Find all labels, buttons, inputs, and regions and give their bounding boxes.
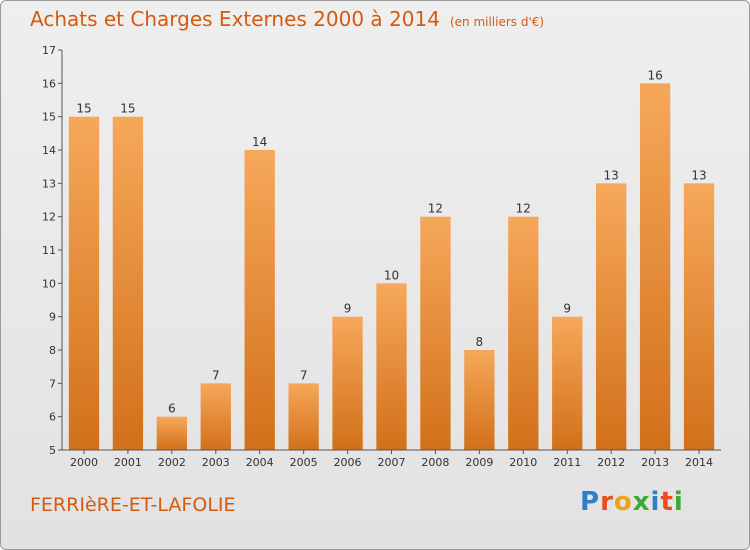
logo-letter: i	[650, 487, 661, 517]
x-tick-label: 2006	[334, 456, 362, 469]
logo-letter: x	[632, 487, 651, 517]
y-tick-label: 14	[42, 144, 56, 157]
y-tick-label: 17	[42, 44, 56, 57]
bar-value-label: 9	[563, 302, 571, 316]
bar-value-label: 9	[344, 302, 352, 316]
x-axis: 2000 2001 2002 2003 2004 2005 2006 2007 2008 2009…	[62, 449, 721, 469]
x-tick-label: 2004	[246, 456, 274, 469]
bar-value-label: 15	[76, 102, 91, 116]
x-tick-label: 2005	[290, 456, 318, 469]
x-tick-label: 2010	[509, 456, 537, 469]
bar-value-label: 14	[252, 135, 267, 149]
bar	[244, 150, 275, 450]
logo-letter: t	[660, 487, 674, 517]
title-unit: (en milliers d'€)	[449, 15, 545, 29]
y-tick-label: 12	[42, 211, 56, 224]
bar	[464, 350, 495, 450]
bar-value-label: 13	[691, 168, 706, 182]
bar	[288, 383, 319, 450]
y-tick-label: 6	[49, 411, 56, 424]
bars: 15 15 6 7 14 7 9 10 12 8 12 9 13 16 13	[68, 68, 715, 451]
bar	[332, 316, 363, 450]
title-text: Achats et Charges Externes 2000 à 2014	[30, 7, 440, 31]
y-tick-label: 10	[42, 277, 56, 290]
y-tick-label: 13	[42, 177, 56, 190]
y-tick-label: 11	[42, 244, 56, 257]
bar	[376, 283, 407, 450]
bar	[596, 183, 627, 451]
bar	[420, 216, 451, 450]
bar	[552, 316, 583, 450]
bar-value-label: 6	[168, 402, 176, 416]
bar-value-label: 12	[428, 202, 443, 216]
y-axis: 5 6 7 8 9 10 11 12 13 14 15 16 17	[42, 44, 63, 457]
bar	[112, 116, 144, 451]
bar	[200, 383, 231, 450]
x-tick-label: 2009	[465, 456, 493, 469]
bar	[683, 183, 715, 451]
city-name: FERRIèRE-ET-LAFOLIE	[30, 494, 236, 516]
y-tick-label: 15	[42, 111, 56, 124]
x-tick-label: 2011	[553, 456, 581, 469]
x-tick-label: 2014	[685, 456, 713, 469]
y-tick-label: 16	[42, 77, 56, 90]
y-tick-label: 8	[49, 344, 56, 357]
bar-value-label: 12	[516, 202, 531, 216]
bar	[68, 116, 100, 451]
logo-letter: o	[613, 487, 633, 517]
x-tick-label: 2007	[378, 456, 406, 469]
x-tick-label: 2012	[597, 456, 625, 469]
y-tick-label: 7	[49, 377, 56, 390]
bar	[156, 416, 187, 450]
y-tick-label: 5	[49, 444, 56, 457]
x-tick-label: 2003	[202, 456, 230, 469]
x-tick-label: 2002	[158, 456, 186, 469]
logo-letter: i	[673, 487, 684, 517]
bar-value-label: 15	[120, 102, 135, 116]
y-tick-label: 9	[49, 311, 56, 324]
bar-value-label: 13	[604, 168, 619, 182]
bar	[508, 216, 539, 450]
bar-value-label: 8	[476, 335, 484, 349]
logo-letter: P	[580, 487, 601, 517]
bar-value-label: 7	[300, 368, 308, 382]
x-tick-label: 2001	[114, 456, 142, 469]
bar-value-label: 16	[647, 68, 662, 82]
bar-value-label: 10	[384, 268, 399, 282]
chart-title: Achats et Charges Externes 2000 à 2014 (e…	[30, 7, 544, 31]
bar-value-label: 7	[212, 368, 220, 382]
x-tick-label: 2000	[70, 456, 98, 469]
logo-letter: r	[600, 487, 614, 517]
x-tick-label: 2013	[641, 456, 669, 469]
bar	[639, 83, 671, 450]
proxiti-logo: Proxiti	[580, 487, 684, 517]
x-tick-label: 2008	[421, 456, 449, 469]
